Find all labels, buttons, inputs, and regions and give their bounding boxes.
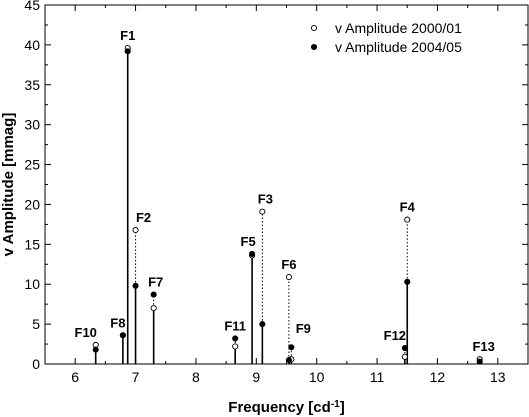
- point-2004-05: [285, 356, 292, 364]
- plot-frame: [44, 4, 529, 365]
- x-tick-label: 11: [370, 369, 385, 385]
- point-2000-01: [232, 343, 239, 350]
- point-2000-01: [132, 226, 139, 234]
- y-tick-label: 25: [24, 157, 40, 173]
- peak-label-f7: F7: [148, 275, 163, 290]
- y-tick-label: 5: [32, 316, 40, 332]
- legend: v Amplitude 2000/01 v Amplitude 2004/05: [310, 20, 462, 55]
- legend-marker: [310, 43, 318, 51]
- axis-ticks: 6 7 8 9 10 11 12 13 0 5 10 15 20 25 30 35 40 45: [24, 0, 529, 385]
- x-tick-label: 6: [71, 369, 79, 385]
- peak-label-f8: F8: [110, 315, 125, 330]
- peak-label-f1: F1: [120, 28, 135, 43]
- peak-label-f2: F2: [136, 210, 151, 225]
- y-axis-title: v Amplitude [mmag]: [0, 113, 17, 257]
- y-tick-label: 0: [32, 356, 40, 372]
- point-2000-01: [401, 353, 408, 360]
- plot-border: [44, 4, 529, 365]
- peak-label-f13: F13: [472, 339, 494, 354]
- x-axis-title: Frequency [cd-1]: [228, 399, 344, 417]
- peak-label-f12: F12: [384, 328, 406, 343]
- y-tick-label: 15: [24, 236, 40, 252]
- peak-label-f3: F3: [258, 192, 273, 207]
- x-axis-title-end: ]: [340, 399, 345, 416]
- point-2004-05: [232, 335, 239, 342]
- point-2004-05: [119, 332, 126, 339]
- y-tick-label: 20: [24, 196, 40, 212]
- y-tick-label: 45: [24, 0, 40, 13]
- peak-label-f10: F10: [75, 325, 97, 340]
- point-2000-01: [150, 305, 157, 312]
- x-tick-label: 10: [309, 369, 325, 385]
- peak-label-f11: F11: [224, 318, 246, 333]
- y-tick-label: 30: [24, 117, 40, 133]
- x-tick-label: 13: [490, 369, 506, 385]
- point-2004-05: [404, 278, 411, 285]
- peak-stems: [94, 48, 481, 364]
- x-axis-title-superscript: -1: [331, 399, 340, 410]
- x-tick-label: 9: [252, 369, 260, 385]
- legend-label: v Amplitude 2000/01: [335, 20, 462, 36]
- data-markers: [92, 45, 483, 365]
- peak-label-f4: F4: [400, 200, 416, 215]
- legend-label: v Amplitude 2004/05: [335, 39, 462, 55]
- x-tick-label: 8: [192, 369, 200, 385]
- point-2004-05: [259, 321, 266, 328]
- y-tick-label: 35: [24, 77, 40, 93]
- x-axis-title-main: Frequency [cd: [228, 399, 331, 416]
- peak-labels: F1 F2 F3 F4 F5 F6 F7 F8 F9 F10 F11 F12 F13: [75, 28, 495, 354]
- y-tick-label: 40: [24, 37, 40, 53]
- x-tick-label: 7: [132, 369, 140, 385]
- point-2004-05: [288, 344, 295, 351]
- point-2000-01: [285, 273, 292, 281]
- point-2004-05: [401, 344, 408, 352]
- point-2000-01: [404, 216, 411, 223]
- peak-label-f5: F5: [241, 234, 256, 249]
- point-2004-05: [249, 250, 256, 257]
- point-2004-05: [476, 358, 483, 365]
- point-2004-05: [124, 48, 131, 55]
- point-2004-05: [150, 291, 157, 298]
- peak-label-f6: F6: [281, 257, 296, 272]
- point-2004-05: [132, 282, 139, 289]
- legend-marker: [310, 24, 318, 32]
- peak-label-f9: F9: [296, 321, 311, 336]
- x-tick-label: 12: [430, 369, 446, 385]
- y-tick-label: 10: [24, 276, 40, 292]
- point-2004-05: [92, 346, 99, 353]
- point-2000-01: [259, 208, 266, 215]
